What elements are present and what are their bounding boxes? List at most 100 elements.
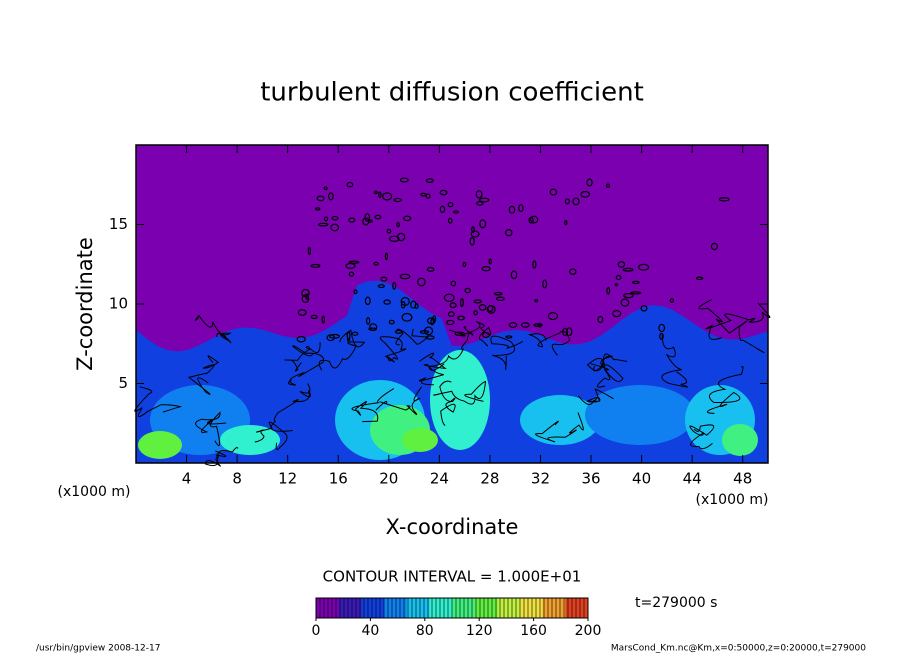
contour-speck: [380, 276, 388, 282]
contour-line: [535, 412, 584, 443]
contour-speck: [351, 331, 359, 336]
contour-speck: [658, 323, 666, 333]
contour-speck: [476, 201, 484, 206]
x-unit-label: (x1000 m): [696, 492, 769, 508]
contour-line: [433, 380, 487, 405]
contour-speck: [388, 319, 395, 325]
contour-speck: [459, 298, 464, 307]
contour-speck: [439, 205, 446, 214]
x-tick-label: 48: [733, 470, 752, 488]
contour-speck: [569, 268, 577, 275]
contour-line: [395, 328, 429, 346]
contour-speck: [620, 298, 630, 307]
chart-title: turbulent diffusion coefficient: [260, 78, 644, 108]
contour-speck: [597, 315, 604, 324]
contour-speck: [473, 310, 478, 316]
field-blob: [220, 425, 280, 455]
contour-speck: [549, 188, 558, 196]
contour-speck: [348, 217, 356, 223]
contour-speck: [297, 309, 307, 316]
contour-speck: [447, 311, 455, 318]
contour-speck: [615, 274, 622, 281]
contour-line: [254, 421, 288, 451]
contour-speck: [399, 177, 409, 183]
contour-line: [194, 314, 232, 344]
contour-speck: [430, 318, 434, 326]
contour-speck: [310, 263, 321, 268]
contour-speck: [331, 215, 339, 221]
field: [134, 145, 771, 467]
colorbar-tick-label: 40: [361, 623, 379, 639]
contour-speck: [695, 276, 704, 281]
contour-speck: [348, 271, 355, 277]
contour-speck: [630, 291, 642, 295]
contour-speck: [346, 181, 354, 188]
contour-line: [661, 333, 689, 388]
contour-speck: [447, 217, 453, 224]
x-tick-label: 44: [683, 470, 702, 488]
contour-speck: [532, 260, 537, 269]
contour-speck: [426, 317, 436, 325]
contour-speck: [400, 296, 410, 306]
contour-speck: [479, 197, 490, 203]
colorbar-tick-label: 120: [466, 623, 493, 639]
contour-speck: [572, 197, 580, 206]
colorbar-tick-label: 0: [312, 623, 321, 639]
y-axis-label: Z-coordinate: [73, 237, 97, 371]
contour-speck: [605, 183, 611, 189]
contour-line: [586, 353, 628, 388]
contour-speck: [457, 315, 465, 321]
footer-right: MarsCond_Km.nc@Km,x=0:50000,z=0:20000,t=…: [611, 644, 866, 654]
contour-speck: [470, 230, 480, 238]
x-unit-label: (x1000 m): [58, 484, 131, 500]
contour-line: [195, 411, 227, 447]
contour-speck: [374, 214, 382, 220]
contour-speck: [403, 215, 412, 222]
contour-speck: [410, 300, 417, 309]
contour-line: [284, 342, 321, 372]
contour-speck: [439, 189, 448, 196]
contour-speck: [377, 284, 385, 289]
contour-speck: [378, 191, 382, 199]
x-tick-label: 40: [632, 470, 651, 488]
x-tick-label: 16: [329, 470, 348, 488]
contour-speck: [310, 314, 318, 320]
contour-speck: [508, 205, 516, 214]
contour-speck: [364, 212, 371, 222]
contour-speck: [586, 178, 593, 187]
contour-speck: [518, 204, 524, 213]
colorbar-swatch: [406, 598, 430, 618]
colorbar-swatch: [384, 598, 408, 618]
y-tick-label: 5: [118, 374, 128, 392]
contour-speck: [638, 263, 650, 271]
contour-speck: [464, 287, 471, 294]
contour-line: [379, 336, 407, 363]
y-tick-label: 15: [109, 215, 128, 233]
colorbar-swatch: [542, 598, 566, 618]
contour-speck: [317, 222, 329, 227]
contour-speck: [446, 319, 455, 326]
contour-line: [490, 335, 524, 371]
contour-speck: [414, 302, 419, 310]
contour-speck: [487, 304, 494, 313]
contour-speck: [373, 190, 378, 195]
x-axis-label: X-coordinate: [386, 515, 519, 539]
contour-speck: [471, 226, 475, 234]
contour-speck: [529, 215, 539, 224]
contour-speck: [640, 305, 648, 312]
contour-speck: [386, 228, 392, 234]
contour-speck: [462, 261, 467, 268]
contour-speck: [323, 216, 329, 222]
contour-speck: [425, 178, 434, 183]
contour-speck: [348, 260, 360, 264]
contour-line: [134, 386, 182, 418]
contour-speck: [373, 261, 379, 266]
x-tick-label: 4: [182, 470, 192, 488]
field-blob: [722, 424, 758, 456]
contour-speck: [396, 222, 400, 228]
contour-speck: [631, 280, 640, 285]
contour-line: [204, 447, 239, 467]
contour-speck: [614, 283, 618, 287]
contour-speck: [389, 235, 400, 243]
colorbar-frame: [315, 597, 589, 619]
